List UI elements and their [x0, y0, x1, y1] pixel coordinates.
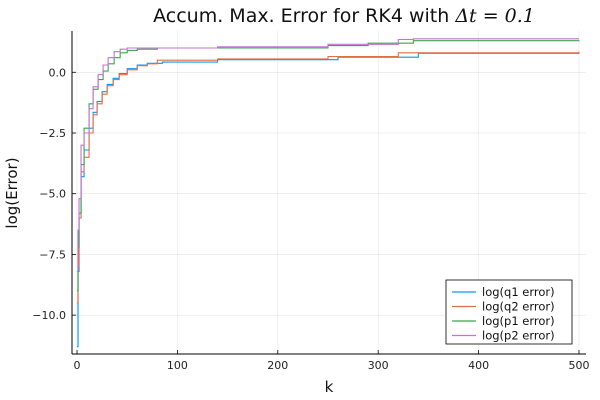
series-lines	[77, 38, 580, 348]
y-tick-label: 0.0	[49, 66, 67, 79]
chart-title-math: Δt = 0.1	[454, 5, 535, 27]
x-tick-label: 400	[468, 359, 489, 372]
y-axis-label: log(Error)	[3, 157, 21, 228]
legend-entry: log(q2 error)	[482, 300, 555, 314]
x-tick-label: 300	[368, 359, 389, 372]
legend-entry: log(p2 error)	[482, 329, 555, 343]
axes	[71, 31, 586, 355]
legend-entry: log(q1 error)	[482, 285, 555, 299]
x-tick-label: 500	[568, 359, 589, 372]
y-tick-label: −5.0	[39, 188, 66, 201]
x-axis-label: k	[325, 378, 334, 396]
y-tick-label: −2.5	[39, 127, 66, 140]
legend: log(q1 error)log(q2 error)log(p1 error)l…	[445, 279, 573, 345]
tick-labels: 0 100 200 300 400 500 −10.0 −7.5 −5.0 −2.5 0.0	[32, 66, 589, 372]
y-tick-label: −10.0	[32, 309, 66, 322]
x-tick-label: 200	[267, 359, 288, 372]
legend-box	[445, 279, 573, 345]
y-tick-label: −7.5	[39, 248, 66, 261]
chart-title: Accum. Max. Error for RK4 with Δt = 0.1	[153, 5, 535, 27]
grid	[72, 31, 586, 354]
chart-title-text: Accum. Max. Error for RK4 with	[153, 5, 455, 27]
legend-entry: log(p1 error)	[482, 314, 555, 328]
series-line-2	[77, 51, 580, 304]
x-tick-label: 0	[74, 359, 81, 372]
x-tick-label: 100	[167, 359, 188, 372]
series-line-4	[77, 38, 579, 272]
